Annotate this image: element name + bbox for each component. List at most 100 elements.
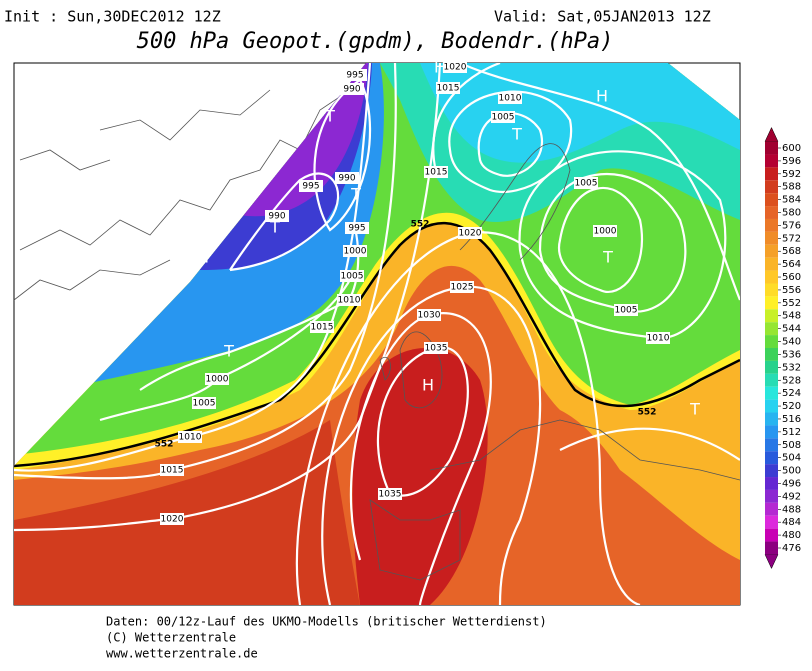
isobar-label-box: [265, 210, 289, 222]
colorbar-label: 600: [782, 143, 801, 154]
isobar-label: 995: [348, 224, 365, 234]
contour-label: 552: [411, 220, 430, 230]
colorbar-label: 524: [782, 388, 801, 399]
isobar-label: 1005: [575, 179, 598, 189]
colorbar-band: [765, 386, 778, 400]
isobar-label-box: [491, 111, 515, 123]
isobar-label-box: [646, 332, 670, 344]
pressure-center: H: [422, 376, 434, 395]
colorbar-band: [765, 373, 778, 387]
isobar-label: 1015: [437, 84, 460, 94]
isobar-label: 1035: [379, 490, 402, 500]
colorbar-band: [765, 489, 778, 503]
isobar-label: 1005: [492, 113, 515, 123]
pressure-center: T: [223, 342, 234, 361]
colorbar-band: [765, 244, 778, 258]
colorbar-label: 584: [782, 195, 801, 206]
colorbar-band: [765, 283, 778, 297]
colorbar-band: [765, 296, 778, 310]
isobar-label-box: [340, 83, 364, 95]
isobar-label-box: [192, 397, 216, 409]
isobar-label-box: [343, 69, 367, 81]
isobar-label: 1025: [451, 283, 474, 293]
isobar-label-box: [593, 225, 617, 237]
colorbar-end: [764, 126, 779, 142]
isobar-label: 990: [268, 212, 285, 222]
colorbar-band: [765, 477, 778, 490]
colorbar-label: 592: [782, 169, 801, 180]
colorbar-label: 528: [782, 375, 801, 386]
colorbar-label: 556: [782, 285, 801, 296]
colorbar-end: [764, 554, 779, 570]
colorbar-label: 488: [782, 504, 801, 515]
isobar-label: 1000: [344, 247, 367, 257]
colorbar-label: 480: [782, 530, 801, 541]
colorbar-band: [765, 348, 778, 361]
isobar-label: 1015: [161, 466, 184, 476]
isobar-label-box: [335, 172, 359, 184]
isobar-label-box: [424, 342, 448, 354]
footer-url: www.wetterzentrale.de: [106, 647, 258, 661]
isobar-label-box: [614, 304, 638, 316]
colorbar-label: 588: [782, 182, 801, 193]
pressure-center: H: [197, 248, 209, 267]
isobar-label-box: [337, 294, 361, 306]
colorbar-band: [765, 141, 778, 155]
colorbar-band: [765, 154, 778, 168]
map-labels: 995 990 1020 1015 1010 1005 1015 995 990 990 995 10…: [155, 58, 700, 525]
isobar-label: 1005: [341, 272, 364, 282]
colorbar-band: [765, 412, 778, 426]
isobar-label-box: [205, 373, 229, 385]
colorbar-band: [765, 193, 778, 207]
colorbar-band: [765, 335, 778, 348]
isobar-label-box: [424, 166, 448, 178]
colorbar-band: [765, 309, 778, 323]
colorbar-label: 500: [782, 466, 801, 477]
isobar-label-box: [299, 180, 323, 192]
valid-time: Valid: Sat,05JAN2013 12Z: [494, 8, 711, 26]
isobar-label: 1005: [615, 306, 638, 316]
colorbar-label: 520: [782, 401, 801, 412]
colorbar-label: 596: [782, 156, 801, 167]
colorbar-label: 508: [782, 440, 801, 451]
colorbar-band: [765, 167, 778, 181]
colorbar-label: 548: [782, 311, 801, 322]
isobar-label: 1000: [594, 227, 617, 237]
footer-copyright: (C) Wetterzentrale: [106, 631, 236, 645]
isobar-label: 990: [338, 174, 355, 184]
colorbar-band: [765, 438, 778, 452]
map-title: 500 hPa Geopot.(gpdm), Bodendr.(hPa): [137, 29, 614, 54]
colorbar-label: 476: [782, 543, 801, 554]
colorbar-label: 568: [782, 246, 801, 257]
colorbar-label: 580: [782, 208, 801, 219]
pressure-center: T: [689, 400, 700, 419]
colorbar-band: [765, 399, 778, 413]
isobar-label-box: [458, 227, 482, 239]
isobar-label: 1015: [425, 168, 448, 178]
isobar-label-box: [160, 513, 184, 525]
isobar-label-box: [340, 270, 364, 282]
colorbar-band: [765, 464, 778, 478]
isobar-label: 1010: [179, 433, 202, 443]
pressure-center: H: [434, 58, 446, 77]
isobar-label-box: [310, 321, 334, 333]
geopotential-field: [14, 63, 740, 605]
isobar-label-box: [378, 488, 402, 500]
pressure-center: T: [602, 248, 613, 267]
isobar-label: 1020: [444, 63, 467, 73]
isobar-label-box: [343, 245, 367, 257]
footer-source: Daten: 00/12z-Lauf des UKMO-Modells (bri…: [106, 615, 547, 629]
colorbar-band: [765, 257, 778, 271]
isobar-label-box: [443, 61, 467, 73]
isobar-label: 990: [343, 85, 360, 95]
isobar-label: 1020: [161, 515, 184, 525]
colorbar-band: [765, 206, 778, 219]
colorbar-band: [765, 270, 778, 284]
colorbar-band: [765, 322, 778, 336]
colorbar-band: [765, 502, 778, 516]
colorbar-label: 512: [782, 427, 801, 438]
isobar-label-box: [417, 309, 441, 321]
colorbar-label: 576: [782, 220, 801, 231]
isobar-label: 1000: [206, 375, 229, 385]
